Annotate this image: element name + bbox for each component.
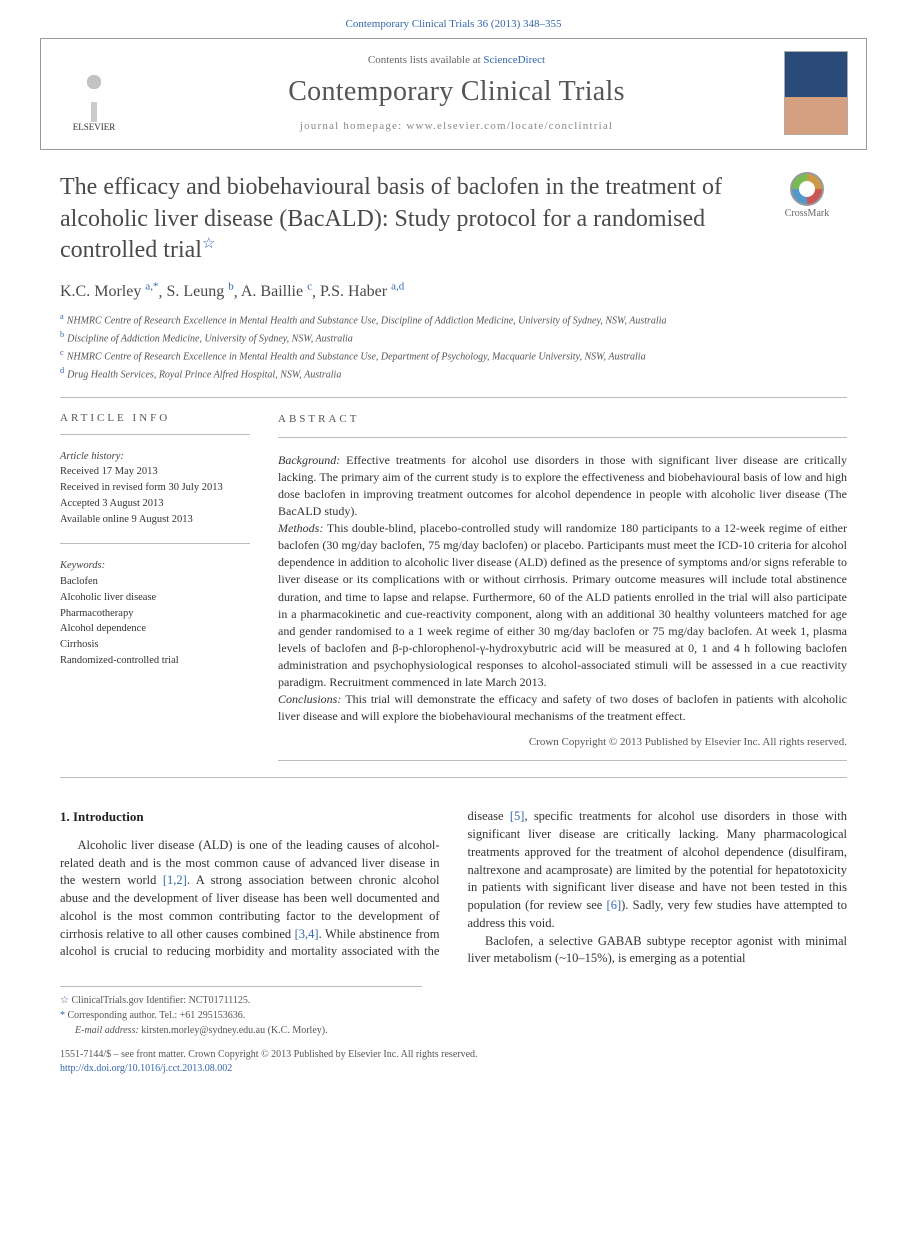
authors-line: K.C. Morley a,*, S. Leung b, A. Baillie … <box>60 281 847 301</box>
affiliation: aNHMRC Centre of Research Excellence in … <box>60 311 847 329</box>
homepage-label: journal homepage: <box>300 120 407 132</box>
abstract-methods: Methods: This double-blind, placebo-cont… <box>278 520 847 690</box>
affiliations: aNHMRC Centre of Research Excellence in … <box>60 311 847 382</box>
email-link[interactable]: kirsten.morley@sydney.edu.au <box>141 1025 265 1036</box>
footnote: * Corresponding author. Tel.: +61 295153… <box>60 1008 422 1023</box>
footnotes: ☆ ClinicalTrials.gov Identifier: NCT0171… <box>60 986 422 1038</box>
crossmark-label: CrossMark <box>785 208 829 219</box>
history-item: Accepted 3 August 2013 <box>60 496 250 512</box>
ref-link[interactable]: [6] <box>607 898 622 912</box>
author: P.S. Haber a,d <box>320 283 404 300</box>
citation-text: Contemporary Clinical Trials 36 (2013) 3… <box>345 18 561 30</box>
keywords-block: Keywords: Baclofen Alcoholic liver disea… <box>60 558 250 668</box>
affiliation: bDiscipline of Addiction Medicine, Unive… <box>60 329 847 347</box>
keyword: Baclofen <box>60 574 250 590</box>
keyword: Alcoholic liver disease <box>60 590 250 606</box>
author: K.C. Morley a,* <box>60 283 158 300</box>
abstract-conclusions: Conclusions: This trial will demonstrate… <box>278 691 847 725</box>
article-title: The efficacy and biobehavioural basis of… <box>60 172 751 267</box>
ref-link[interactable]: [1,2] <box>163 873 187 887</box>
ref-link[interactable]: [5] <box>510 809 525 823</box>
footnote: ☆ ClinicalTrials.gov Identifier: NCT0171… <box>60 993 422 1008</box>
running-head: Contemporary Clinical Trials 36 (2013) 3… <box>0 0 907 38</box>
journal-name: Contemporary Clinical Trials <box>143 76 770 108</box>
tree-icon <box>67 64 121 122</box>
issn-line: 1551-7144/$ – see front matter. Crown Co… <box>60 1048 847 1062</box>
divider <box>278 437 847 438</box>
elsevier-logo: ELSEVIER <box>59 54 129 132</box>
article-info-column: ARTICLE INFO Article history: Received 1… <box>60 412 250 776</box>
history-label: Article history: <box>60 449 250 465</box>
page-footer: 1551-7144/$ – see front matter. Crown Co… <box>0 1038 907 1094</box>
body-text: 1. Introduction Alcoholic liver disease … <box>60 808 847 968</box>
author: A. Baillie c <box>241 283 312 300</box>
affiliation: cNHMRC Centre of Research Excellence in … <box>60 347 847 365</box>
affiliation: dDrug Health Services, Royal Prince Alfr… <box>60 365 847 383</box>
keyword: Pharmacotherapy <box>60 606 250 622</box>
footnote-email: E-mail address: kirsten.morley@sydney.ed… <box>60 1023 422 1038</box>
crossmark-badge[interactable]: CrossMark <box>767 172 847 219</box>
keyword: Randomized-controlled trial <box>60 653 250 669</box>
abstract-heading: ABSTRACT <box>278 412 847 428</box>
abstract-column: ABSTRACT Background: Effective treatment… <box>278 412 847 776</box>
journal-center: Contents lists available at ScienceDirec… <box>143 54 770 132</box>
journal-masthead: ELSEVIER Contents lists available at Sci… <box>40 38 867 150</box>
section-heading: 1. Introduction <box>60 808 440 826</box>
footnote-marker: ☆ <box>60 995 69 1006</box>
title-text: The efficacy and biobehavioural basis of… <box>60 174 722 263</box>
divider <box>60 777 847 778</box>
abstract-copyright: Crown Copyright © 2013 Published by Else… <box>278 735 847 751</box>
homepage-line: journal homepage: www.elsevier.com/locat… <box>143 120 770 132</box>
divider <box>60 397 847 398</box>
abstract-background: Background: Effective treatments for alc… <box>278 452 847 520</box>
keyword: Alcohol dependence <box>60 621 250 637</box>
doi-link[interactable]: http://dx.doi.org/10.1016/j.cct.2013.08.… <box>60 1063 232 1074</box>
footnote-marker: * <box>60 1010 65 1021</box>
divider <box>60 434 250 435</box>
history-item: Received 17 May 2013 <box>60 464 250 480</box>
publisher-label: ELSEVIER <box>73 122 116 132</box>
journal-cover-thumbnail <box>784 51 848 135</box>
ref-link[interactable]: [3,4] <box>295 927 319 941</box>
title-footnote-marker: ☆ <box>202 236 215 252</box>
email-label: E-mail address: <box>75 1025 139 1036</box>
article-history: Article history: Received 17 May 2013 Re… <box>60 449 250 528</box>
divider <box>60 543 250 544</box>
keyword: Cirrhosis <box>60 637 250 653</box>
body-paragraph: Baclofen, a selective GABAB subtype rece… <box>468 933 848 969</box>
crossmark-icon <box>790 172 824 206</box>
keywords-label: Keywords: <box>60 558 250 574</box>
contents-line: Contents lists available at ScienceDirec… <box>143 54 770 66</box>
divider <box>278 760 847 761</box>
homepage-url[interactable]: www.elsevier.com/locate/conclintrial <box>406 120 613 132</box>
sciencedirect-link[interactable]: ScienceDirect <box>483 54 545 66</box>
author: S. Leung b <box>166 283 233 300</box>
history-item: Received in revised form 30 July 2013 <box>60 480 250 496</box>
contents-prefix: Contents lists available at <box>368 54 483 66</box>
history-item: Available online 9 August 2013 <box>60 512 250 528</box>
article-info-heading: ARTICLE INFO <box>60 412 250 424</box>
